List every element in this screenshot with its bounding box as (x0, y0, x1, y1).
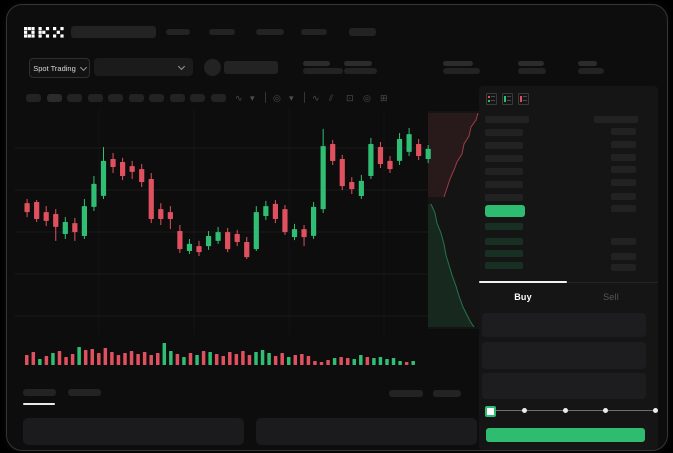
bid-amount-skeleton (611, 253, 636, 260)
amount-field-skeleton[interactable] (482, 373, 646, 399)
timeframe-skeleton[interactable] (87, 94, 103, 102)
market-mode-label: Spot Trading (33, 63, 76, 73)
stat-label-skeleton (443, 61, 473, 66)
pair-name-skeleton (224, 61, 278, 74)
slider-stop[interactable] (603, 408, 608, 413)
timeframe-skeleton[interactable] (190, 94, 205, 102)
ask-amount-skeleton (611, 179, 636, 186)
stat-label-skeleton (303, 61, 330, 66)
ask-price-skeleton (485, 194, 523, 201)
market-mode-button[interactable]: Spot Trading (29, 58, 90, 78)
header-search-skeleton[interactable] (71, 26, 156, 38)
book-both-icon[interactable] (486, 93, 497, 105)
ask-amount-skeleton (611, 141, 636, 148)
tab-buy[interactable]: Buy (514, 292, 532, 302)
ask-price-skeleton (485, 129, 523, 136)
ask-price-skeleton (485, 155, 523, 162)
screenshot-icon[interactable]: ⊡ (346, 93, 354, 103)
timeframe-skeleton[interactable] (149, 94, 164, 102)
amount-slider-track[interactable] (489, 410, 655, 411)
order-type-field-skeleton[interactable] (482, 313, 646, 337)
toolbar-divider: │ (302, 92, 308, 102)
caret-down-icon[interactable]: ▾ (289, 93, 294, 103)
chart-tab-skeleton[interactable] (68, 389, 101, 396)
timeframe-skeleton[interactable] (46, 94, 62, 102)
line-tool-icon[interactable]: ∿ (312, 93, 320, 103)
buy-tab-indicator (479, 281, 567, 283)
pair-selector-dropdown[interactable] (94, 58, 193, 76)
stat-value-skeleton (344, 68, 377, 74)
ask-amount-skeleton (611, 154, 636, 161)
stat-value-skeleton (303, 68, 343, 74)
candle-style-icon[interactable]: ◎ (273, 93, 281, 103)
caret-down-icon[interactable]: ▾ (250, 93, 255, 103)
slider-stop[interactable] (563, 408, 568, 413)
buy-cta-button[interactable] (486, 428, 645, 442)
stat-value-skeleton (518, 68, 546, 74)
fullscreen-icon[interactable]: ⊞ (380, 93, 388, 103)
indicator-wave-icon[interactable]: ∿ (235, 93, 243, 103)
open-orders-panel-skeleton (23, 418, 244, 445)
last-price-pill (485, 205, 525, 217)
pair-logo-skeleton (204, 59, 221, 76)
ask-amount-skeleton (611, 193, 636, 200)
bid-amount-skeleton (611, 238, 636, 245)
book-asks-icon[interactable] (518, 93, 529, 105)
okx-logo (24, 27, 64, 38)
nav-item-skeleton[interactable] (166, 29, 190, 35)
timeframe-skeleton[interactable] (67, 94, 82, 102)
nav-item-skeleton[interactable] (209, 29, 235, 35)
order-history-panel-skeleton (256, 418, 477, 445)
nav-item-skeleton[interactable] (349, 28, 376, 36)
ask-price-skeleton (485, 168, 523, 175)
bid-price-skeleton (485, 238, 523, 245)
ask-price-skeleton (485, 181, 523, 188)
ask-amount-skeleton (611, 166, 636, 173)
bid-price-skeleton (485, 223, 523, 230)
tab-row-divider (479, 282, 658, 283)
ask-amount-skeleton (594, 116, 638, 123)
nav-item-skeleton[interactable] (301, 29, 327, 35)
tab-sell[interactable]: Sell (603, 292, 619, 302)
settings-icon[interactable]: ◎ (363, 93, 371, 103)
slider-stop[interactable] (522, 408, 527, 413)
ask-price-skeleton (485, 142, 523, 149)
amount-slider-handle[interactable] (485, 406, 496, 417)
timeframe-skeleton[interactable] (26, 94, 41, 102)
app-window: Spot Trading ∿ ▾ │ ◎ ▾ │ ∿ ⫽ ⊡ ◎ ⊞ (6, 4, 668, 451)
ask-amount-skeleton (611, 205, 636, 212)
chart-option-skeleton[interactable] (389, 390, 423, 397)
timeframe-skeleton[interactable] (210, 94, 226, 102)
price-field-skeleton[interactable] (482, 342, 646, 369)
chart-option-skeleton[interactable] (433, 390, 461, 397)
bid-price-skeleton (485, 262, 523, 269)
timeframe-skeleton[interactable] (108, 94, 123, 102)
stat-value-skeleton (443, 68, 480, 74)
book-bids-icon[interactable] (502, 93, 513, 105)
stat-label-skeleton (518, 61, 544, 66)
ask-amount-skeleton (611, 128, 636, 135)
draw-tool-icon[interactable]: ⫽ (329, 93, 334, 103)
stat-label-skeleton (578, 61, 597, 66)
bid-price-skeleton (485, 250, 523, 257)
slider-stop[interactable] (653, 408, 658, 413)
timeframe-skeleton[interactable] (128, 94, 144, 102)
timeframe-skeleton[interactable] (169, 94, 185, 102)
bid-amount-skeleton (611, 264, 636, 271)
toolbar-divider: │ (263, 92, 269, 102)
stat-value-skeleton (578, 68, 604, 74)
active-tab-underline (23, 403, 55, 405)
ask-price-skeleton (485, 116, 529, 123)
stat-label-skeleton (344, 61, 372, 66)
price-chart-canvas[interactable] (7, 5, 667, 450)
chart-tab-skeleton-active[interactable] (23, 389, 56, 396)
nav-item-skeleton[interactable] (256, 29, 284, 35)
